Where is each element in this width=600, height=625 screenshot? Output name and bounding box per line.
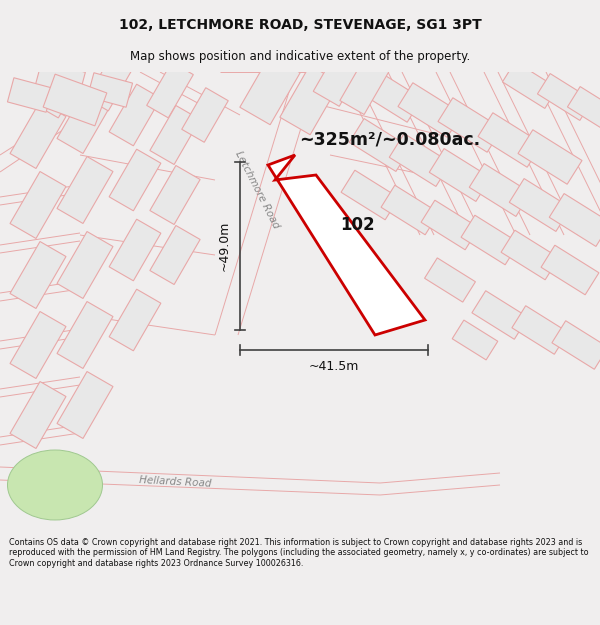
- Polygon shape: [568, 87, 600, 133]
- Polygon shape: [268, 155, 425, 335]
- Ellipse shape: [7, 450, 103, 520]
- Polygon shape: [313, 44, 367, 106]
- Polygon shape: [10, 241, 66, 309]
- Polygon shape: [182, 88, 228, 142]
- Polygon shape: [452, 320, 498, 360]
- Text: ~41.5m: ~41.5m: [309, 361, 359, 374]
- Polygon shape: [509, 179, 571, 231]
- Polygon shape: [10, 101, 66, 169]
- Polygon shape: [109, 289, 161, 351]
- Polygon shape: [398, 82, 462, 138]
- Polygon shape: [381, 185, 439, 235]
- Polygon shape: [472, 291, 528, 339]
- Polygon shape: [109, 84, 161, 146]
- Polygon shape: [57, 231, 113, 299]
- Polygon shape: [389, 134, 451, 186]
- Polygon shape: [502, 62, 557, 108]
- Polygon shape: [549, 194, 600, 246]
- Polygon shape: [552, 321, 600, 369]
- Polygon shape: [10, 171, 66, 239]
- Polygon shape: [146, 62, 193, 118]
- Polygon shape: [109, 219, 161, 281]
- Polygon shape: [421, 200, 479, 250]
- Polygon shape: [150, 106, 200, 164]
- Polygon shape: [280, 65, 340, 135]
- Polygon shape: [438, 98, 502, 152]
- Text: Map shows position and indicative extent of the property.: Map shows position and indicative extent…: [130, 51, 470, 63]
- Polygon shape: [429, 149, 491, 201]
- Polygon shape: [88, 72, 133, 107]
- Polygon shape: [150, 226, 200, 284]
- Polygon shape: [461, 215, 519, 265]
- Polygon shape: [240, 55, 300, 125]
- Polygon shape: [109, 149, 161, 211]
- Polygon shape: [37, 62, 83, 118]
- Polygon shape: [7, 78, 53, 112]
- Text: ~49.0m: ~49.0m: [218, 221, 230, 271]
- Polygon shape: [57, 301, 113, 369]
- Polygon shape: [86, 55, 133, 111]
- Polygon shape: [340, 56, 390, 114]
- Polygon shape: [43, 74, 107, 126]
- Polygon shape: [150, 166, 200, 224]
- Polygon shape: [512, 306, 568, 354]
- Polygon shape: [341, 170, 399, 220]
- Polygon shape: [501, 230, 559, 280]
- Text: 102: 102: [341, 216, 376, 234]
- Polygon shape: [57, 156, 113, 224]
- Text: ~325m²/~0.080ac.: ~325m²/~0.080ac.: [299, 131, 481, 149]
- Text: Letchmore Road: Letchmore Road: [233, 149, 281, 231]
- Polygon shape: [10, 381, 66, 449]
- Polygon shape: [469, 164, 531, 216]
- Polygon shape: [478, 112, 542, 168]
- Polygon shape: [57, 371, 113, 439]
- Polygon shape: [57, 86, 113, 154]
- Text: 102, LETCHMORE ROAD, STEVENAGE, SG1 3PT: 102, LETCHMORE ROAD, STEVENAGE, SG1 3PT: [119, 18, 481, 32]
- Polygon shape: [349, 119, 411, 171]
- Polygon shape: [518, 130, 582, 184]
- Polygon shape: [538, 74, 593, 121]
- Polygon shape: [35, 61, 85, 99]
- Text: Contains OS data © Crown copyright and database right 2021. This information is : Contains OS data © Crown copyright and d…: [9, 538, 589, 568]
- Text: Hellards Road: Hellards Road: [139, 475, 211, 489]
- Polygon shape: [10, 311, 66, 379]
- Polygon shape: [425, 258, 475, 302]
- Polygon shape: [541, 245, 599, 295]
- Polygon shape: [358, 68, 422, 122]
